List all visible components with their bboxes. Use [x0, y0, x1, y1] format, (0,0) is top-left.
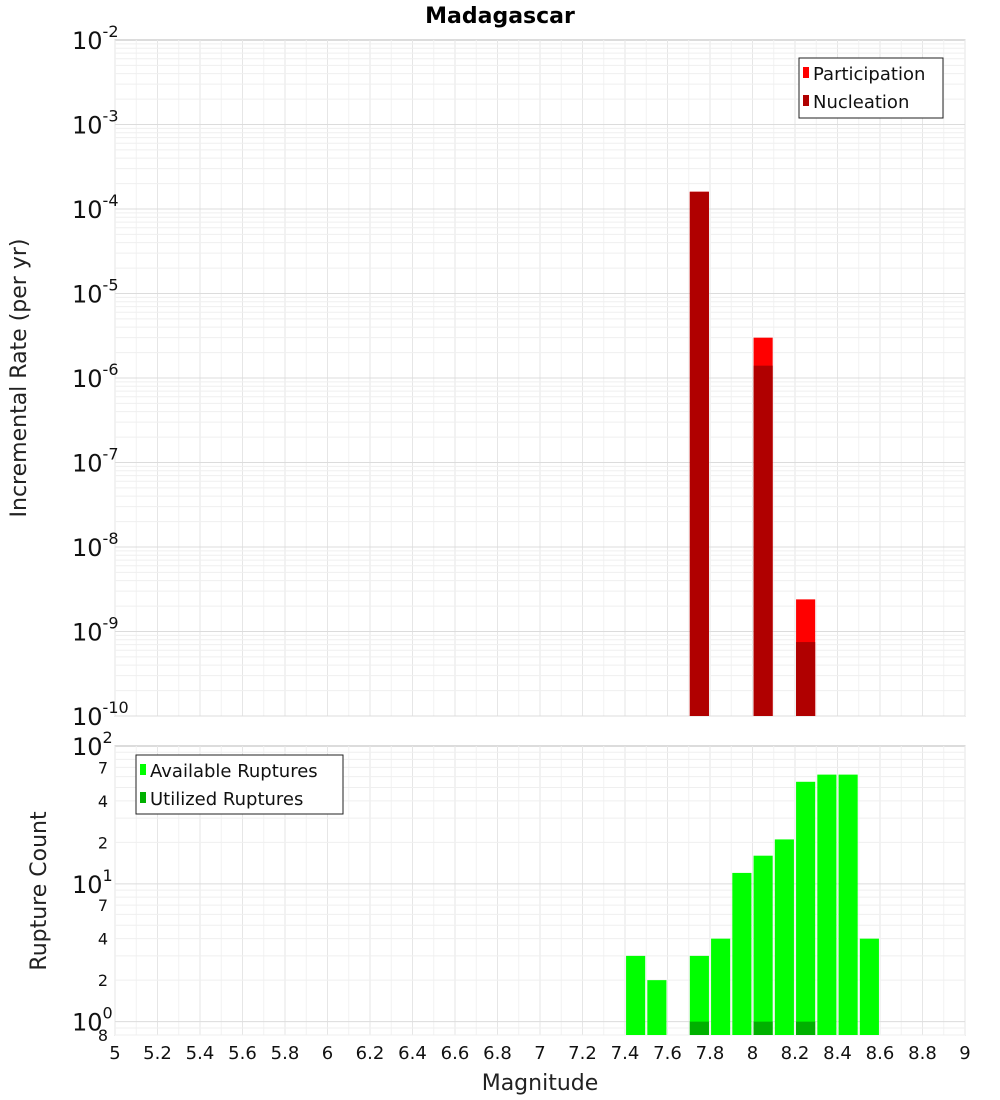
utilized-ruptures-bar	[689, 1021, 709, 1035]
available-ruptures-bar	[796, 781, 816, 1035]
available-ruptures-bar	[689, 955, 709, 1035]
utilized-ruptures-bar	[753, 1021, 773, 1035]
x-tick-label: 6.6	[441, 1043, 470, 1064]
x-tick-label: 8.2	[781, 1043, 810, 1064]
legend-label-nucleation: Nucleation	[813, 92, 909, 113]
x-tick-label: 7.8	[696, 1043, 725, 1064]
x-ticks: 5 5.2 5.4 5.6 5.8 6 6.2 6.4 6.6 6.8 7 7.2 7.4 7.6 7.8 8…	[109, 1043, 970, 1064]
x-tick-label: 8.6	[866, 1043, 895, 1064]
chart-title: Madagascar	[425, 4, 575, 29]
available-ruptures-bar	[753, 855, 773, 1035]
bottom-y-tick-label: 2	[98, 833, 108, 852]
bottom-y-tick-label: 101	[72, 866, 113, 899]
available-ruptures-bar	[711, 938, 731, 1035]
x-tick-label: 5	[109, 1043, 120, 1064]
bottom-legend-box	[135, 754, 344, 815]
top-y-axis-label: Incremental Rate (per yr)	[7, 239, 32, 518]
x-tick-label: 8	[747, 1043, 758, 1064]
top-y-tick-label: 10-7	[72, 445, 119, 478]
bottom-y-tick-label: 7	[98, 758, 108, 777]
bottom-y-tick-label: 102	[72, 728, 113, 761]
top-y-tick-label: 10-4	[72, 191, 119, 224]
x-tick-label: 5.4	[186, 1043, 215, 1064]
x-tick-label: 5.6	[228, 1043, 257, 1064]
utilized-ruptures-bar	[796, 1021, 816, 1035]
x-tick-label: 6.2	[356, 1043, 385, 1064]
bottom-bars	[626, 774, 879, 1035]
legend-swatch-utilized	[140, 792, 146, 803]
available-ruptures-bar	[859, 938, 879, 1035]
top-y-tick-label: 10-9	[72, 614, 119, 647]
x-axis-label: Magnitude	[482, 1071, 599, 1096]
x-tick-label: 8.4	[823, 1043, 852, 1064]
nucleation-bar	[753, 365, 773, 716]
legend-swatch-available	[140, 764, 146, 775]
top-y-tick-label: 10-8	[72, 529, 119, 562]
top-bars	[689, 191, 816, 717]
available-ruptures-bar	[817, 774, 837, 1035]
x-tick-label: 8.8	[908, 1043, 937, 1064]
bottom-y-tick-label: 4	[98, 792, 108, 811]
x-tick-label: 7	[534, 1043, 545, 1064]
available-ruptures-bar	[647, 980, 667, 1035]
top-grid	[114, 40, 966, 717]
x-tick-label: 7.6	[653, 1043, 682, 1064]
nucleation-bar	[796, 642, 816, 716]
x-tick-label: 6.8	[483, 1043, 512, 1064]
x-tick-label: 7.2	[568, 1043, 597, 1064]
bottom-y-axis-label: Rupture Count	[27, 811, 52, 971]
available-ruptures-bar	[732, 872, 752, 1035]
available-ruptures-bar	[838, 774, 858, 1035]
bottom-legend: Available Ruptures Utilized Ruptures	[135, 754, 344, 815]
legend-swatch-participation	[803, 67, 809, 78]
available-ruptures-bar	[774, 839, 794, 1035]
x-tick-label: 6.4	[398, 1043, 427, 1064]
bottom-y-tick-label: 4	[98, 930, 108, 949]
legend-label-available: Available Ruptures	[150, 761, 318, 782]
top-plot: 10-10 10-9 10-8 10-7 10-6 10-5 10-4 10-3 10-2 In…	[7, 22, 966, 731]
x-tick-label: 6	[322, 1043, 333, 1064]
x-tick-label: 9	[959, 1043, 970, 1064]
nucleation-bar	[689, 191, 709, 717]
available-ruptures-bar	[626, 955, 646, 1035]
x-tick-label: 5.8	[271, 1043, 300, 1064]
top-y-tick-label: 10-10	[72, 698, 129, 731]
top-y-tick-label: 10-5	[72, 276, 119, 309]
top-legend: Participation Nucleation	[798, 57, 944, 119]
bottom-y-tick-label: 2	[98, 971, 108, 990]
legend-swatch-nucleation	[803, 95, 809, 106]
bottom-y-tick-label: 7	[98, 896, 108, 915]
legend-label-utilized: Utilized Ruptures	[150, 789, 303, 810]
x-tick-label: 7.4	[611, 1043, 640, 1064]
top-y-ticks: 10-10 10-9 10-8 10-7 10-6 10-5 10-4 10-3 10-2	[72, 22, 129, 731]
x-tick-label: 5.2	[143, 1043, 172, 1064]
bottom-y-tick-label: 8	[98, 1026, 108, 1045]
top-legend-box	[798, 57, 944, 119]
bottom-y-tick-label: 100	[72, 1004, 113, 1037]
legend-label-participation: Participation	[813, 64, 925, 85]
top-y-tick-label: 10-3	[72, 107, 119, 140]
top-y-tick-label: 10-2	[72, 22, 119, 55]
top-y-tick-label: 10-6	[72, 360, 119, 393]
